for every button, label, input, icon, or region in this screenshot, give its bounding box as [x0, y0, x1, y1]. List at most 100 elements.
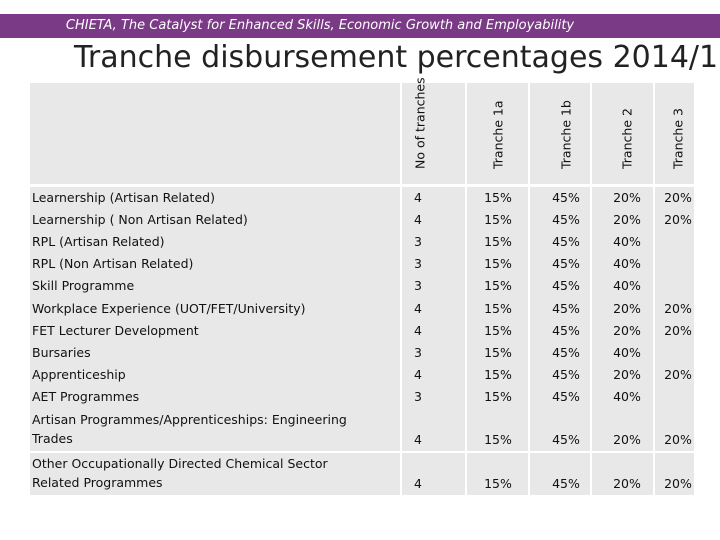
row-label: Bursaries [32, 345, 91, 360]
tranche-table: No of tranches Tranche 1a Tranche 1b Tranch… [30, 77, 694, 495]
cell-value: 3 [414, 278, 422, 293]
group-value-bg [530, 453, 590, 495]
group-label-bg [30, 187, 400, 298]
row-label: AET Programmes [32, 389, 140, 404]
group-value-bg [655, 453, 694, 495]
row-label-line: Artisan Programmes/Apprenticeships: Engi… [32, 412, 347, 427]
cell-value: 20% [664, 476, 692, 491]
cell-value: 4 [414, 367, 422, 382]
header-banner: CHIETA, The Catalyst for Enhanced Skills… [0, 14, 720, 38]
cell-value: 15% [484, 432, 512, 447]
column-header-label: No of tranches [412, 77, 428, 169]
row-label-line: Trades [32, 431, 73, 446]
group-value-bg [530, 187, 590, 298]
cell-value: 4 [414, 432, 422, 447]
group-value-bg [592, 453, 653, 495]
row-label-line: Other Occupationally Directed Chemical S… [32, 456, 328, 471]
group-value-bg [655, 187, 694, 298]
column-header-label: Tranche 1a [490, 100, 506, 169]
group-value-bg [467, 409, 528, 451]
row-label: Workplace Experience (UOT/FET/University… [32, 301, 306, 316]
cell-value: 45% [552, 345, 580, 360]
cell-value: 40% [613, 256, 641, 271]
group-value-bg [592, 298, 653, 409]
cell-value: 20% [613, 301, 641, 316]
cell-value: 4 [414, 212, 422, 227]
cell-value: 45% [552, 234, 580, 249]
group-value-bg [655, 409, 694, 451]
cell-value: 15% [484, 301, 512, 316]
cell-value: 45% [552, 212, 580, 227]
cell-value: 45% [552, 476, 580, 491]
header-cell-bg [530, 83, 590, 184]
column-header: Tranche 3 [668, 83, 688, 184]
cell-value: 40% [613, 389, 641, 404]
cell-value: 45% [552, 256, 580, 271]
cell-value: 45% [552, 389, 580, 404]
column-header: Tranche 2 [617, 83, 637, 184]
cell-value: 20% [664, 190, 692, 205]
cell-value: 20% [664, 301, 692, 316]
cell-value: 15% [484, 323, 512, 338]
cell-value: 4 [414, 476, 422, 491]
group-value-bg [402, 409, 465, 451]
cell-value: 20% [613, 432, 641, 447]
header-cell-bg [592, 83, 653, 184]
cell-value: 40% [613, 345, 641, 360]
banner-text: CHIETA, The Catalyst for Enhanced Skills… [65, 18, 575, 33]
cell-value: 40% [613, 278, 641, 293]
cell-value: 15% [484, 234, 512, 249]
row-label: Other Occupationally Directed Chemical S… [32, 454, 328, 492]
cell-value: 15% [484, 190, 512, 205]
cell-value: 3 [414, 256, 422, 271]
row-label: FET Lecturer Development [32, 323, 199, 338]
cell-value: 45% [552, 301, 580, 316]
cell-value: 20% [613, 190, 641, 205]
cell-value: 4 [414, 323, 422, 338]
cell-value: 15% [484, 476, 512, 491]
group-value-bg [530, 409, 590, 451]
column-header-label: Tranche 2 [619, 108, 635, 169]
header-cell-bg [655, 83, 694, 184]
cell-value: 20% [613, 323, 641, 338]
cell-value: 15% [484, 345, 512, 360]
column-header-label: Tranche 3 [670, 108, 686, 169]
cell-value: 20% [664, 323, 692, 338]
column-header: Tranche 1b [556, 83, 576, 184]
cell-value: 15% [484, 212, 512, 227]
cell-value: 45% [552, 278, 580, 293]
cell-value: 20% [613, 212, 641, 227]
row-label: RPL (Non Artisan Related) [32, 256, 194, 271]
cell-value: 15% [484, 389, 512, 404]
page-title: Tranche disbursement percentages 2014/15 [74, 40, 720, 75]
cell-value: 20% [613, 476, 641, 491]
cell-value: 4 [414, 190, 422, 205]
cell-value: 40% [613, 234, 641, 249]
cell-value: 45% [552, 190, 580, 205]
cell-value: 3 [414, 234, 422, 249]
group-value-bg [467, 453, 528, 495]
cell-value: 20% [613, 367, 641, 382]
cell-value: 3 [414, 389, 422, 404]
row-label: RPL (Artisan Related) [32, 234, 165, 249]
group-value-bg [592, 409, 653, 451]
group-value-bg [655, 298, 694, 409]
cell-value: 4 [414, 301, 422, 316]
group-label-bg [30, 453, 400, 495]
group-value-bg [402, 453, 465, 495]
cell-value: 20% [664, 432, 692, 447]
row-label: Learnership ( Non Artisan Related) [32, 212, 248, 227]
column-header: No of tranches [410, 77, 430, 184]
group-value-bg [402, 187, 465, 298]
cell-value: 45% [552, 323, 580, 338]
row-label-line: Related Programmes [32, 475, 163, 490]
row-label: Apprenticeship [32, 367, 126, 382]
header-cell-bg [467, 83, 528, 184]
cell-value: 15% [484, 278, 512, 293]
group-label-bg [30, 409, 400, 451]
row-label: Skill Programme [32, 278, 135, 293]
cell-value: 45% [552, 432, 580, 447]
row-label: Artisan Programmes/Apprenticeships: Engi… [32, 410, 347, 448]
cell-value: 20% [664, 367, 692, 382]
cell-value: 3 [414, 345, 422, 360]
